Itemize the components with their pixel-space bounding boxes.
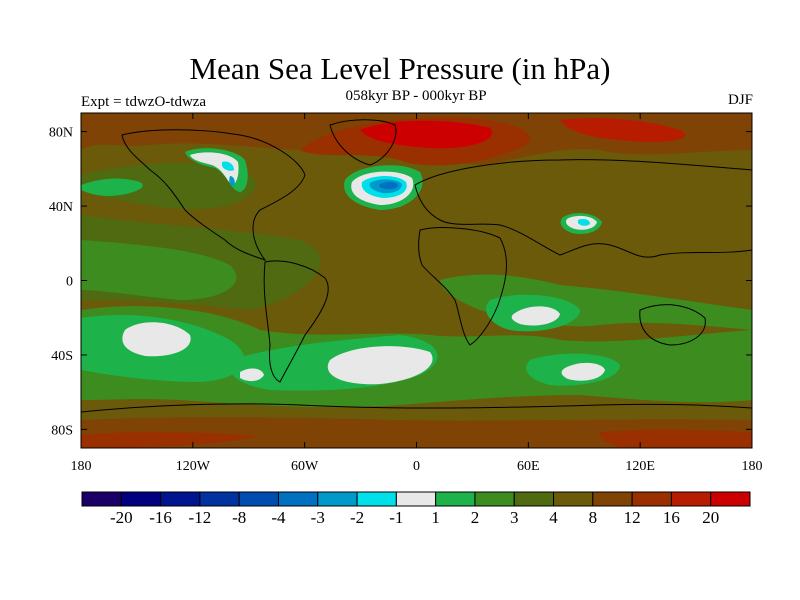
season-label: DJF xyxy=(727,92,753,108)
colorbar-label: 1 xyxy=(431,508,440,527)
colorbar-swatch xyxy=(120,491,162,507)
colorbar-swatch xyxy=(199,491,240,507)
north-america-cyan xyxy=(222,161,234,171)
experiment-label: Expt = tdwzO-tdwza xyxy=(81,94,207,110)
pressure-field xyxy=(81,113,752,448)
colorbar-swatch xyxy=(160,491,201,507)
colorbar-swatch xyxy=(356,491,397,507)
indian-white-north xyxy=(511,306,560,326)
colorbar-swatch xyxy=(513,491,555,507)
colorbar-label: -2 xyxy=(350,508,364,527)
siberia-high xyxy=(560,118,686,142)
colorbar-label: -4 xyxy=(271,508,286,527)
colorbar-swatch xyxy=(631,491,672,507)
north-atlantic-low-core xyxy=(379,181,398,190)
map-title: Mean Sea Level Pressure (in hPa) xyxy=(189,51,611,86)
map-subtitle: 058kyr BP - 000kyr BP xyxy=(345,88,487,104)
colorbar-swatch xyxy=(553,491,594,507)
colorbar-label: 16 xyxy=(663,508,680,527)
antarctic-band xyxy=(81,417,752,448)
colorbar: -20 -16 -12 -8 -4 -3 -2 -1 1 2 3 4 8 12 16 20 xyxy=(81,491,751,527)
antarctic-red-west xyxy=(81,432,260,448)
map-axes: 80N 40N 0 40S 80S 180 120W 60W 0 60E 120E 180 xyxy=(49,113,763,474)
lon-tick-label: 0 xyxy=(413,459,420,474)
lon-tick-label: 180 xyxy=(742,459,763,474)
colorbar-swatch xyxy=(81,491,122,507)
lat-tick-label: 40N xyxy=(49,200,73,215)
colorbar-label: 8 xyxy=(589,508,598,527)
indian-white-south xyxy=(561,362,605,381)
greenland-outline xyxy=(329,119,397,166)
lon-tick-label: 180 xyxy=(71,459,92,474)
antarctic-red-east xyxy=(599,429,752,448)
antarctica-outline xyxy=(81,403,752,413)
colorbar-label: 3 xyxy=(510,508,519,527)
colorbar-swatch xyxy=(592,491,633,507)
north-america-outline xyxy=(121,129,306,261)
east-pacific-band xyxy=(81,240,237,300)
colorbar-label: -1 xyxy=(389,508,403,527)
colorbar-label: 2 xyxy=(471,508,480,527)
lon-tick-label: 60W xyxy=(291,459,319,474)
colorbar-label: -16 xyxy=(149,508,172,527)
south-atlantic-white xyxy=(327,346,433,385)
colorbar-label: -20 xyxy=(110,508,133,527)
colorbar-label: 12 xyxy=(624,508,641,527)
africa-outline xyxy=(418,227,507,346)
colorbar-swatch xyxy=(670,491,712,507)
coastlines xyxy=(81,119,752,413)
colorbar-swatch xyxy=(474,491,515,507)
north-america-blue xyxy=(229,176,235,186)
lon-tick-label: 60E xyxy=(517,459,540,474)
north-america-white xyxy=(190,152,239,185)
colorbar-label: 4 xyxy=(549,508,558,527)
lat-tick-label: 40S xyxy=(51,349,73,364)
colorbar-swatch xyxy=(277,491,319,507)
colorbar-label: -8 xyxy=(232,508,246,527)
south-america-outline xyxy=(263,260,329,383)
colorbar-label: -3 xyxy=(311,508,325,527)
north-pacific-green xyxy=(81,178,143,196)
colorbar-swatch xyxy=(395,491,437,507)
colorbar-swatch xyxy=(238,491,279,507)
lat-tick-label: 80N xyxy=(49,126,73,141)
colorbar-label: 20 xyxy=(702,508,719,527)
eurasia-outline xyxy=(414,159,752,258)
lat-tick-label: 80S xyxy=(51,423,73,438)
lat-tick-label: 0 xyxy=(66,275,73,290)
colorbar-label: -12 xyxy=(189,508,212,527)
lon-tick-label: 120W xyxy=(176,459,211,474)
central-asia-cyan xyxy=(578,219,590,226)
australia-outline xyxy=(639,304,706,346)
lon-tick-label: 120E xyxy=(625,459,655,474)
south-pacific-white xyxy=(122,322,191,357)
colorbar-swatch xyxy=(435,491,476,507)
greenland-high-core xyxy=(360,120,492,149)
colorbar-swatch xyxy=(710,491,751,507)
colorbar-swatch xyxy=(317,491,358,507)
south-america-white xyxy=(240,368,264,382)
